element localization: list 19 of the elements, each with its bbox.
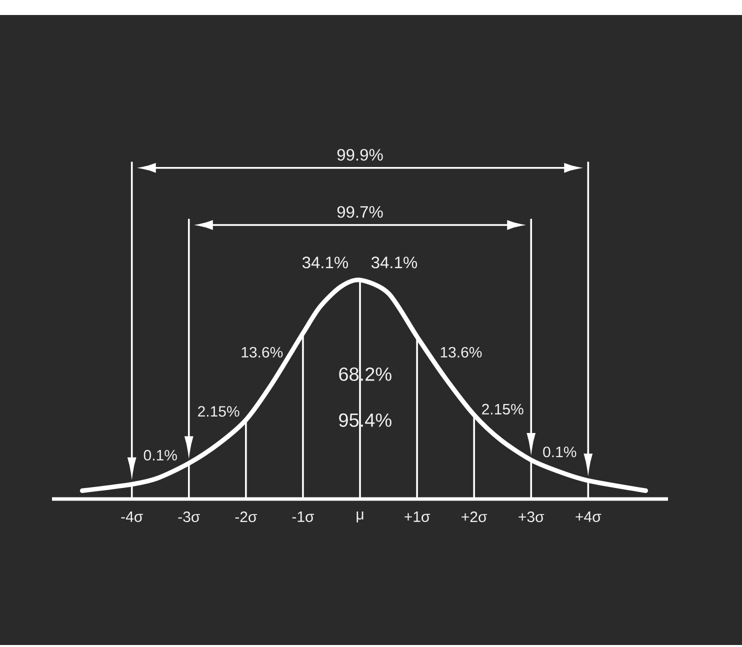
x-tick-label: μ [356, 512, 364, 522]
x-tick-label: +2σ [462, 512, 488, 522]
text: 34.1% [302, 256, 348, 268]
annotation: 13.6% [242, 346, 283, 358]
text: 99.9% [337, 148, 383, 161]
text: 99.7% [337, 206, 383, 218]
x-tick-label: -3σ [178, 512, 200, 522]
annotation: 0.1% [144, 450, 177, 461]
x-tick-label: +3σ [518, 512, 544, 522]
annotation: 2.15% [482, 404, 524, 415]
text: 34.1% [371, 256, 418, 268]
annotation: 13.6% [440, 346, 482, 358]
annotation: 2.15% [198, 406, 240, 417]
x-tick-label: -1σ [292, 512, 314, 522]
x-tick-label: +1σ [404, 512, 430, 522]
x-tick-label: +4σ [576, 512, 602, 522]
x-tick-label: -4σ [121, 512, 143, 522]
x-tick-label: -2σ [235, 512, 257, 522]
annotation: 0.1% [543, 446, 576, 458]
